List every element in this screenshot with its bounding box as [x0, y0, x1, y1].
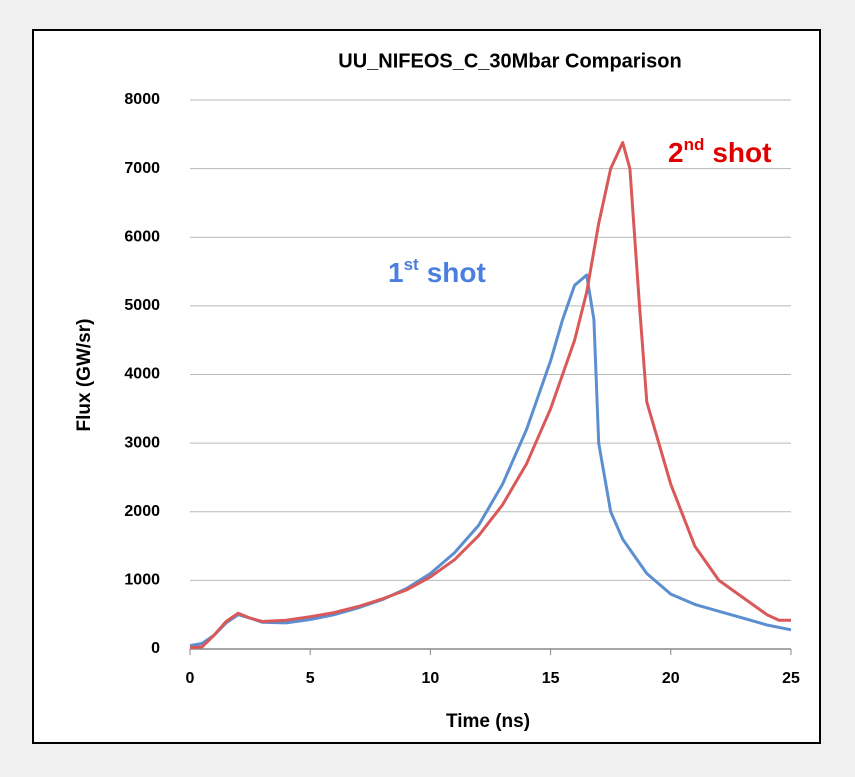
annotation: 2nd shot [668, 135, 771, 168]
annotation-suffix: st [404, 255, 419, 274]
chart-title: UU_NIFEOS_C_30Mbar Comparison [338, 50, 681, 72]
annotation-text: shot [712, 137, 771, 168]
y-tick-label: 8000 [124, 91, 160, 108]
annotation-text: shot [427, 257, 486, 288]
y-tick-label: 3000 [124, 434, 160, 451]
annotation: 1st shot [388, 255, 486, 288]
x-tick-label: 10 [422, 670, 440, 687]
y-tick-label: 5000 [124, 297, 160, 314]
y-tick-label: 7000 [124, 160, 160, 177]
chart-frame [32, 29, 821, 744]
y-tick-label: 6000 [124, 228, 160, 245]
data-line [189, 141, 791, 650]
y-tick-label: 1000 [124, 572, 160, 589]
annotation-suffix: nd [684, 135, 705, 154]
y-tick-label: 2000 [124, 503, 160, 520]
annotation-number: 2 [668, 137, 684, 168]
x-axis-label: Time (ns) [446, 711, 530, 732]
x-tick-label: 5 [306, 670, 315, 687]
y-axis-label: Flux (GW/sr) [74, 319, 95, 432]
x-tick-label: 20 [662, 670, 680, 687]
y-tick-label: 4000 [124, 366, 160, 383]
annotation-number: 1 [388, 257, 404, 288]
x-tick-label: 25 [782, 670, 800, 687]
x-tick-label: 0 [186, 670, 195, 687]
y-tick-label: 0 [151, 640, 160, 657]
x-tick-label: 15 [542, 670, 560, 687]
